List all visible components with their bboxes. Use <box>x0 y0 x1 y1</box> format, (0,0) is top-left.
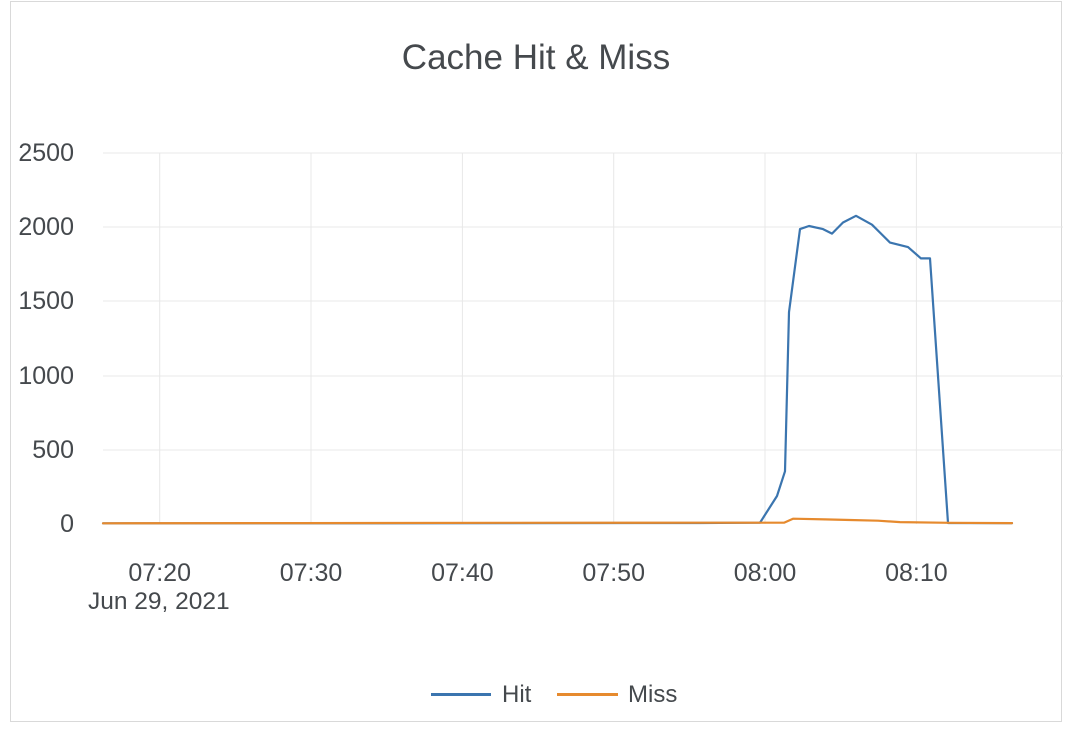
svg-text:07:20: 07:20 <box>128 559 191 587</box>
svg-text:1000: 1000 <box>18 362 74 390</box>
svg-text:2000: 2000 <box>18 213 74 241</box>
svg-text:Jun 29, 2021: Jun 29, 2021 <box>88 588 230 615</box>
svg-text:07:30: 07:30 <box>280 559 343 587</box>
svg-text:1500: 1500 <box>18 287 74 315</box>
svg-text:08:00: 08:00 <box>734 559 797 587</box>
svg-text:07:50: 07:50 <box>582 559 645 587</box>
svg-text:2500: 2500 <box>18 139 74 167</box>
svg-text:500: 500 <box>32 436 74 464</box>
svg-text:07:40: 07:40 <box>431 559 494 587</box>
svg-text:0: 0 <box>60 510 74 538</box>
svg-text:08:10: 08:10 <box>885 559 948 587</box>
